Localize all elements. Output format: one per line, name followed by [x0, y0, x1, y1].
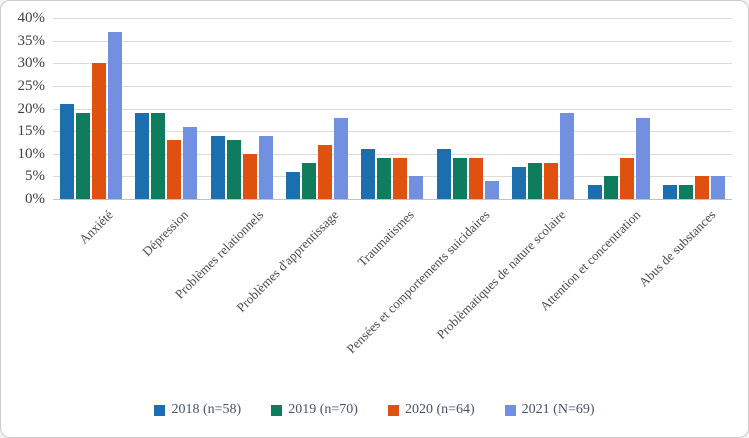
bar-group [355, 18, 430, 199]
gridline [53, 18, 732, 19]
bar [635, 117, 650, 199]
legend-item: 2018 (n=58) [154, 402, 241, 418]
y-tick-label: 35% [17, 32, 46, 49]
legend-swatch-icon [387, 404, 399, 416]
x-category-label: Abus de substances [636, 207, 719, 290]
bar [135, 113, 150, 199]
x-category-label: Pensées et comportements suicidaires [343, 207, 493, 357]
bar-group [204, 18, 279, 199]
legend-item: 2021 (N=69) [504, 402, 595, 418]
bar [528, 162, 543, 199]
gridline [53, 153, 732, 155]
bar [302, 162, 317, 199]
bar [75, 113, 90, 199]
bar [107, 31, 122, 199]
bar [619, 158, 634, 199]
legend-item: 2020 (n=64) [387, 402, 475, 418]
bar [452, 158, 467, 199]
bar [560, 113, 575, 199]
bar-group [128, 18, 203, 199]
x-axis-line [53, 199, 732, 200]
y-axis: 40% 35% 30% 25% 20% 15% 10% 5% 0% [1, 1, 47, 437]
gridline [53, 40, 732, 42]
legend: 2018 (n=58) 2019 (n=70) 2020 (n=64) 2021 (N… [1, 402, 748, 418]
legend-label: 2019 (n=70) [288, 402, 358, 417]
bar [59, 103, 74, 199]
bar [484, 180, 499, 199]
bar [544, 162, 559, 199]
bar [695, 176, 710, 199]
bar [603, 176, 618, 199]
y-tick-label: 20% [17, 100, 46, 117]
y-tick-label: 0% [25, 191, 45, 207]
y-tick-label: 25% [17, 77, 46, 94]
bar-group [581, 18, 656, 199]
bar [210, 135, 225, 199]
y-tick-label: 5% [25, 168, 45, 185]
bar [226, 140, 241, 199]
bar [679, 185, 694, 199]
bar [361, 149, 376, 199]
bar [318, 144, 333, 199]
x-category-label: Problèmatiques de nature scolaire [433, 207, 568, 342]
bar [436, 149, 451, 199]
bar [711, 176, 726, 199]
y-tick-label: 10% [17, 145, 46, 162]
bar [167, 140, 182, 199]
bar-group [657, 18, 732, 199]
x-axis: Anxiété Dépression Problèmes relationnels P… [1, 199, 748, 379]
x-category-label: Dépression [138, 207, 191, 259]
bar-groups [53, 18, 732, 199]
x-category-label: Anxiété [75, 207, 116, 247]
bar [587, 185, 602, 199]
x-category-label: Traumatismes [354, 207, 418, 270]
bar [663, 185, 678, 199]
plot-area [53, 18, 732, 200]
legend-label: 2020 (n=64) [404, 402, 475, 417]
gridline [53, 63, 732, 65]
legend-label: 2021 (N=69) [521, 402, 595, 417]
bar [393, 158, 408, 199]
bar [512, 167, 527, 199]
bar-group [279, 18, 354, 199]
bar [468, 158, 483, 199]
bar [334, 117, 349, 199]
y-tick-label: 30% [17, 55, 46, 72]
gridline [53, 108, 732, 110]
gridline [53, 85, 732, 87]
legend-swatch-icon [271, 404, 283, 416]
bar [409, 176, 424, 199]
bar [286, 171, 301, 199]
legend-swatch-icon [154, 404, 166, 416]
gridline [53, 131, 732, 133]
bar-group [53, 18, 128, 199]
bar [377, 158, 392, 199]
bar [258, 135, 273, 199]
y-tick-label: 15% [17, 123, 46, 140]
bar [151, 113, 166, 199]
legend-item: 2019 (n=70) [271, 402, 358, 418]
gridline [53, 176, 732, 178]
legend-swatch-icon [504, 404, 516, 416]
bar-group [506, 18, 581, 199]
bar-group [430, 18, 505, 199]
bar [242, 153, 257, 199]
legend-label: 2018 (n=58) [171, 402, 242, 417]
y-tick-label: 40% [17, 10, 46, 26]
bar [183, 126, 198, 199]
bar [91, 63, 106, 199]
